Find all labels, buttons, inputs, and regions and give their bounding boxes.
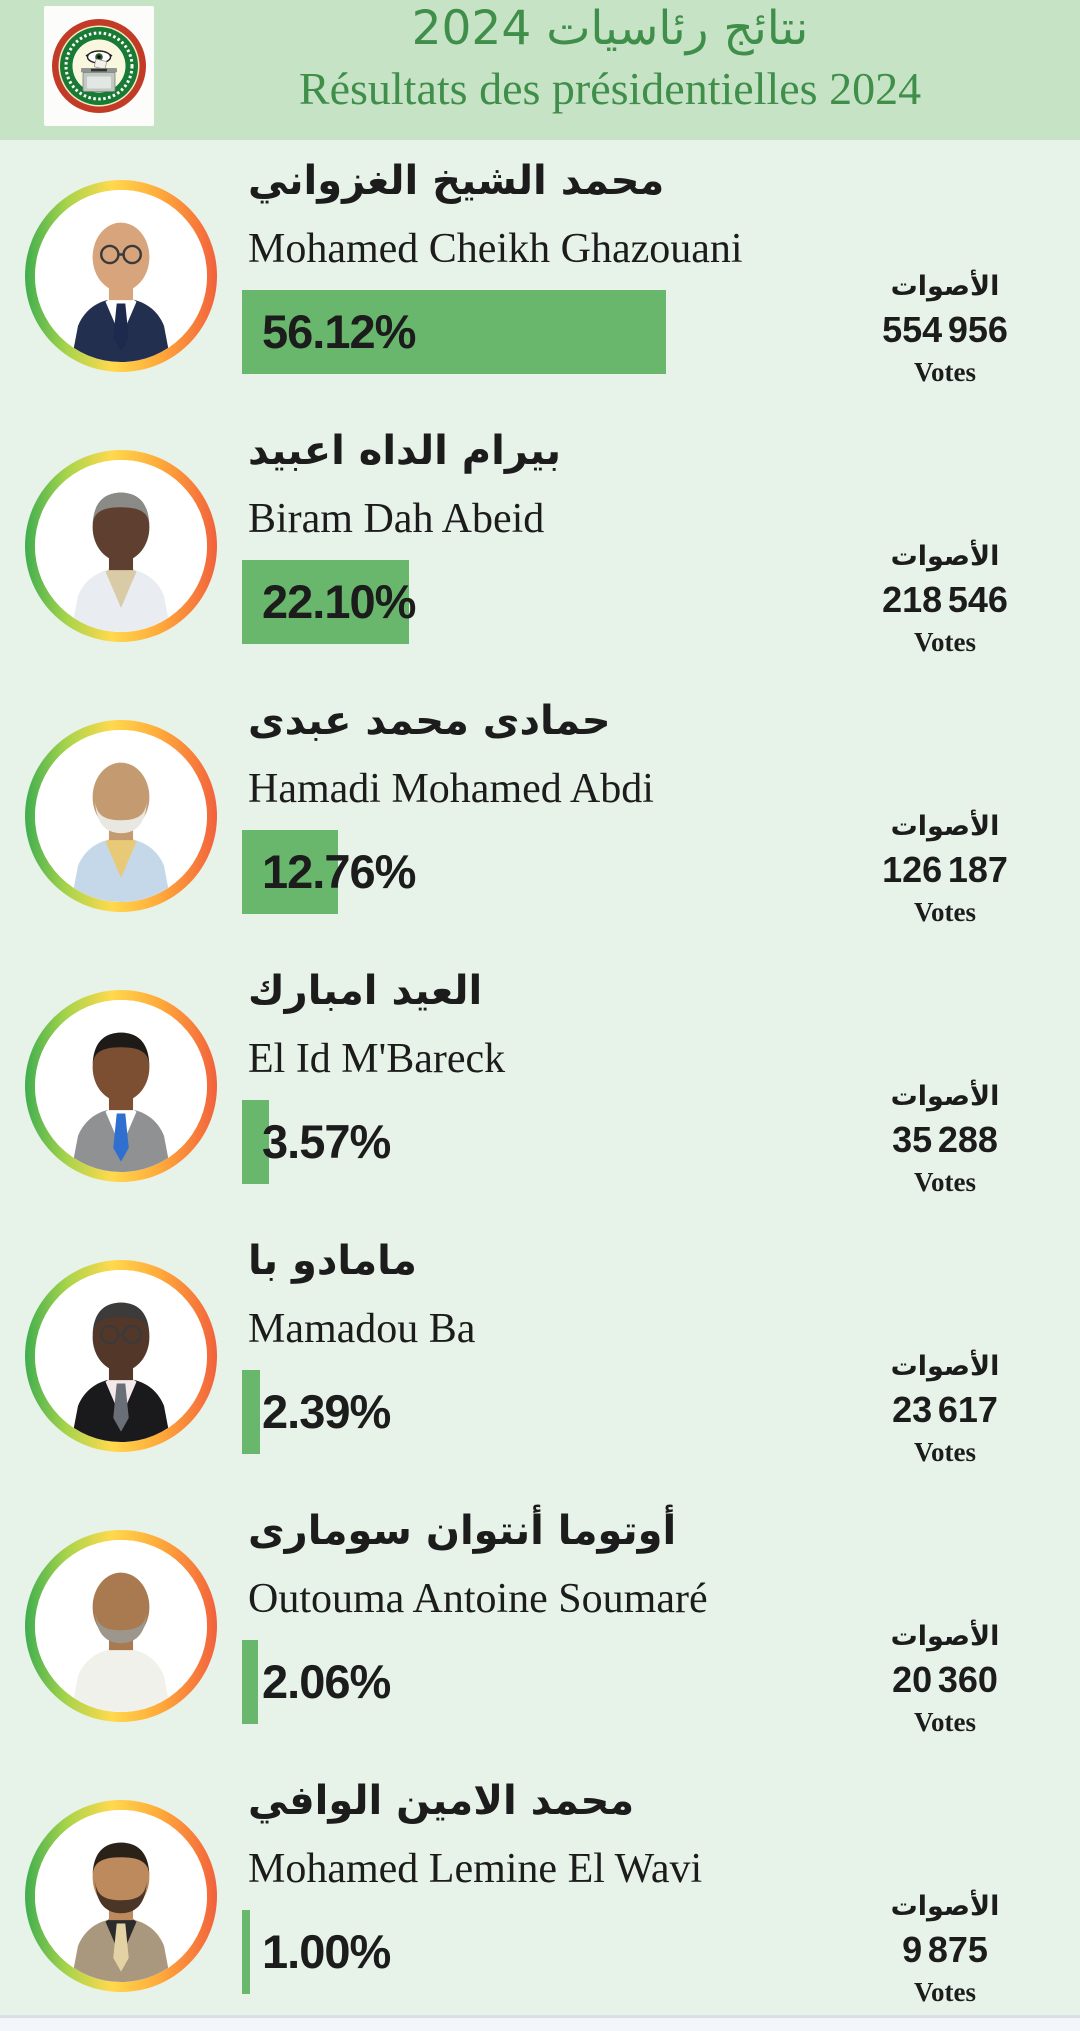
candidate-portrait-graphic xyxy=(35,1810,207,1982)
vote-share-bar-zone: 12.76% xyxy=(242,830,1080,914)
page-bottom-strip xyxy=(0,2015,1080,2031)
votes-block: الأصوات 554 956 Votes xyxy=(850,268,1040,391)
candidate-name-arabic: أوتوما أنتوان سومارى xyxy=(248,1508,677,1554)
vote-share-bar-zone: 3.57% xyxy=(242,1100,1080,1184)
vote-share-percent: 2.39% xyxy=(262,1385,391,1438)
votes-block: الأصوات 23 617 Votes xyxy=(850,1348,1040,1471)
candidate-name-arabic: العيد امبارك xyxy=(248,968,483,1014)
votes-block: الأصوات 20 360 Votes xyxy=(850,1618,1040,1741)
votes-count: 554 956 xyxy=(882,309,1008,350)
votes-block: الأصوات 218 546 Votes xyxy=(850,538,1040,661)
page-title-arabic: نتائج رئاسيات 2024 xyxy=(411,1,809,56)
candidate-name-latin: Mamadou Ba xyxy=(248,1306,476,1352)
candidate-row: العيد امبارك El Id M'Bareck 3.57% الأصوا… xyxy=(0,950,1080,1220)
votes-block: الأصوات 126 187 Votes xyxy=(850,808,1040,931)
candidate-row: بيرام الداه اعبيد Biram Dah Abeid 22.10%… xyxy=(0,410,1080,680)
vote-share-bar xyxy=(242,830,339,914)
vote-share-bar xyxy=(242,1100,269,1184)
votes-label-english: Votes xyxy=(913,627,976,657)
vote-share-bar-zone: 1.00% xyxy=(242,1910,1080,1994)
vote-share-bar xyxy=(242,1910,250,1994)
ballot-box-icon xyxy=(81,58,117,92)
candidate-name-latin: Mohamed Lemine El Wavi xyxy=(248,1846,703,1892)
candidate-photo xyxy=(25,1260,217,1452)
votes-label-arabic: الأصوات xyxy=(890,1081,1000,1112)
vote-share-bar-zone: 22.10% xyxy=(242,560,1080,644)
header: نتائج رئاسيات 2024 Résultats des préside… xyxy=(0,0,1080,140)
votes-label-english: Votes xyxy=(913,1707,976,1737)
votes-count: 9 875 xyxy=(902,1929,988,1970)
candidate-name-latin: El Id M'Bareck xyxy=(248,1036,506,1082)
candidate-row: مامادو با Mamadou Ba 2.39% الأصوات 23 61… xyxy=(0,1220,1080,1490)
candidate-portrait-graphic xyxy=(35,1540,207,1712)
vote-share-percent: 3.57% xyxy=(262,1115,391,1168)
vote-share-bar xyxy=(242,1370,260,1454)
candidate-portrait-graphic xyxy=(35,460,207,632)
votes-label-arabic: الأصوات xyxy=(890,541,1000,572)
candidate-row: محمد الشيخ الغزواني Mohamed Cheikh Ghazo… xyxy=(0,140,1080,410)
ceni-emblem-graphic xyxy=(44,6,154,126)
candidate-portrait-graphic xyxy=(35,190,207,362)
votes-label-arabic: الأصوات xyxy=(890,1621,1000,1652)
votes-block: الأصوات 35 288 Votes xyxy=(850,1078,1040,1201)
candidate-name-latin: Outouma Antoine Soumaré xyxy=(248,1576,708,1622)
votes-label-arabic: الأصوات xyxy=(890,271,1000,302)
candidate-name-latin: Biram Dah Abeid xyxy=(248,496,545,542)
page-title-french: Résultats des présidentielles 2024 xyxy=(298,63,922,114)
candidate-name-latin: Mohamed Cheikh Ghazouani xyxy=(248,226,743,272)
candidate-name-arabic: محمد الامين الوافي xyxy=(248,1778,635,1824)
vote-share-percent: 22.10% xyxy=(262,575,416,628)
votes-label-english: Votes xyxy=(913,897,976,927)
candidate-name-arabic: مامادو با xyxy=(248,1238,417,1284)
eye-icon xyxy=(85,50,113,64)
vote-share-bar-zone: 2.39% xyxy=(242,1370,1080,1454)
candidate-photo xyxy=(25,1530,217,1722)
votes-count: 126 187 xyxy=(882,849,1008,890)
votes-label-arabic: الأصوات xyxy=(890,1891,1000,1922)
votes-label-english: Votes xyxy=(913,1437,976,1467)
votes-count: 218 546 xyxy=(882,579,1008,620)
candidate-portrait-graphic xyxy=(35,730,207,902)
votes-count: 20 360 xyxy=(892,1659,998,1700)
votes-label-english: Votes xyxy=(913,1167,976,1197)
candidate-row: محمد الامين الوافي Mohamed Lemine El Wav… xyxy=(0,1760,1080,2030)
vote-share-bar xyxy=(242,560,409,644)
candidate-name-latin: Hamadi Mohamed Abdi xyxy=(248,766,654,812)
candidate-portrait-graphic xyxy=(35,1000,207,1172)
votes-block: الأصوات 9 875 Votes xyxy=(850,1888,1040,2011)
candidate-photo xyxy=(25,1800,217,1992)
votes-label-arabic: الأصوات xyxy=(890,1351,1000,1382)
votes-label-english: Votes xyxy=(913,1977,976,2007)
vote-share-percent: 12.76% xyxy=(262,845,416,898)
votes-label-arabic: الأصوات xyxy=(890,811,1000,842)
votes-label-english: Votes xyxy=(913,357,976,387)
candidate-row: حمادى محمد عبدى Hamadi Mohamed Abdi 12.7… xyxy=(0,680,1080,950)
candidate-photo xyxy=(25,720,217,912)
candidate-photo xyxy=(25,180,217,372)
candidate-name-arabic: بيرام الداه اعبيد xyxy=(248,428,562,474)
candidate-name-arabic: حمادى محمد عبدى xyxy=(248,698,611,744)
page-titles: نتائج رئاسيات 2024 Résultats des préside… xyxy=(150,0,1070,120)
candidate-photo xyxy=(25,990,217,1182)
candidate-portrait-graphic xyxy=(35,1270,207,1442)
vote-share-percent: 56.12% xyxy=(262,305,416,358)
ceni-logo-icon xyxy=(44,6,154,126)
candidate-photo xyxy=(25,450,217,642)
results-list: محمد الشيخ الغزواني Mohamed Cheikh Ghazo… xyxy=(0,140,1080,2030)
vote-share-percent: 2.06% xyxy=(262,1655,391,1708)
vote-share-percent: 1.00% xyxy=(262,1925,391,1978)
vote-share-bar xyxy=(242,1640,258,1724)
vote-share-bar xyxy=(242,290,666,374)
vote-share-bar-zone: 2.06% xyxy=(242,1640,1080,1724)
vote-share-bar-zone: 56.12% xyxy=(242,290,1080,374)
candidate-row: أوتوما أنتوان سومارى Outouma Antoine Sou… xyxy=(0,1490,1080,1760)
votes-count: 35 288 xyxy=(892,1119,998,1160)
candidate-name-arabic: محمد الشيخ الغزواني xyxy=(248,158,665,204)
votes-count: 23 617 xyxy=(892,1389,998,1430)
